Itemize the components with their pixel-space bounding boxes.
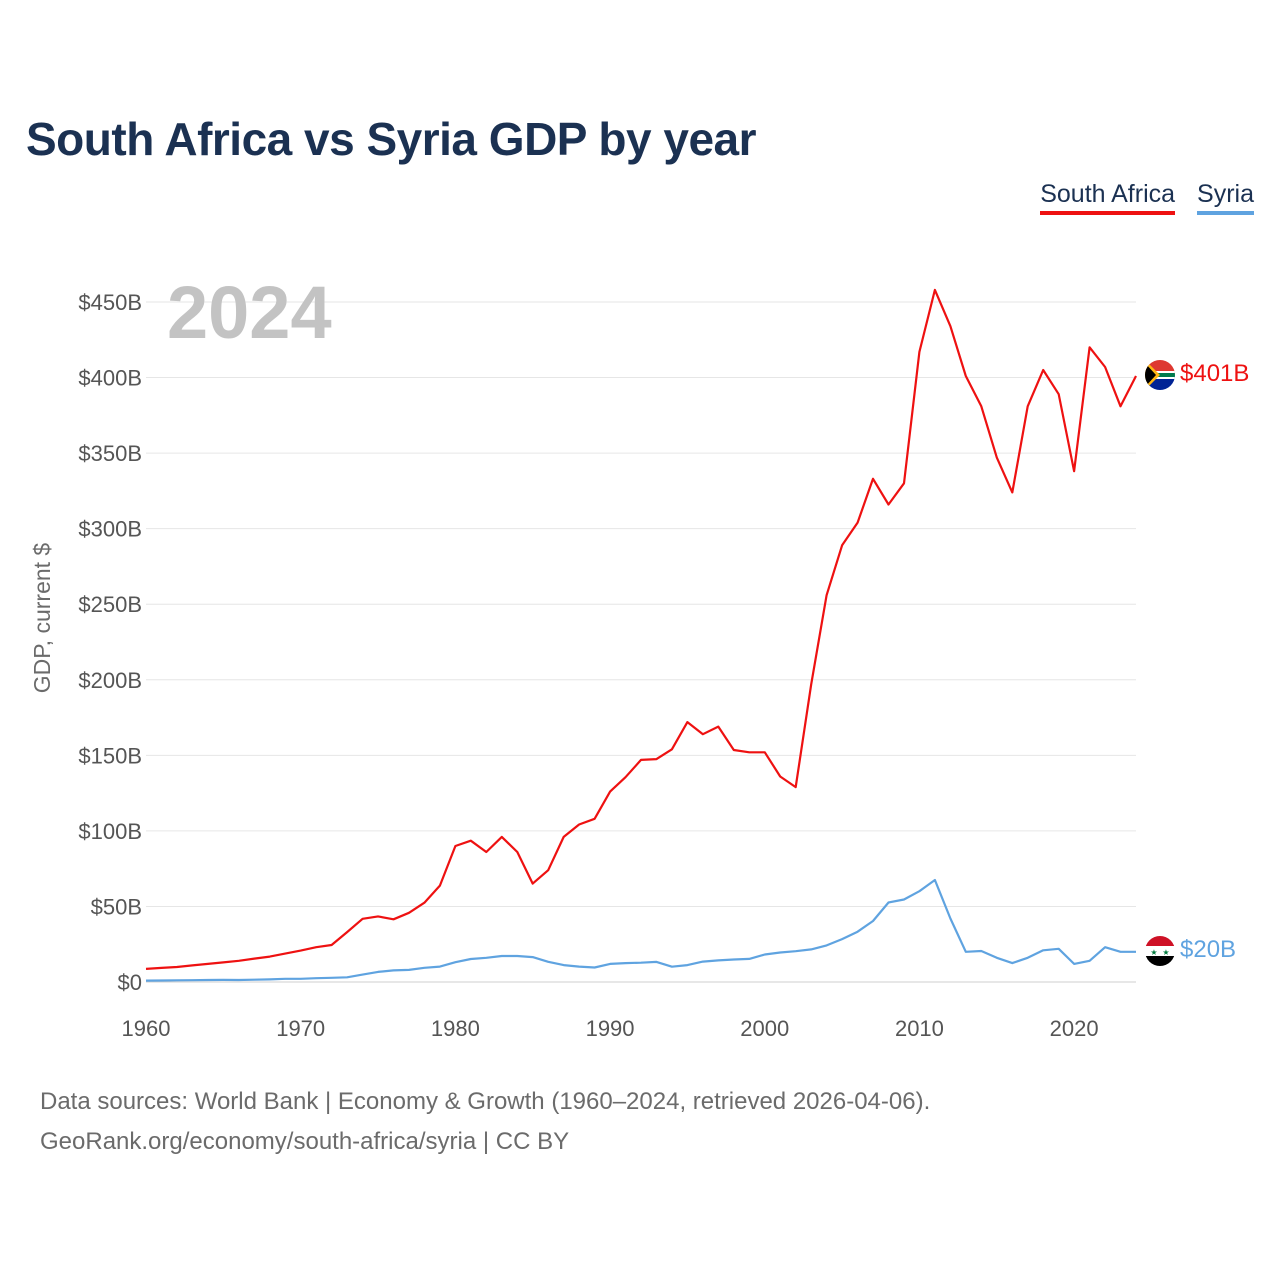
legend-item-syria[interactable]: Syria xyxy=(1197,180,1254,215)
x-tick-label: 1970 xyxy=(276,1016,325,1041)
x-tick-label: 1990 xyxy=(586,1016,635,1041)
syria-flag-icon: ★ ★ xyxy=(1145,936,1175,966)
source-line-1: Data sources: World Bank | Economy & Gro… xyxy=(40,1088,931,1115)
legend: South Africa Syria xyxy=(1040,180,1254,215)
syria-end-value: $20B xyxy=(1180,936,1236,963)
y-tick-label: $300B xyxy=(78,517,142,542)
south-africa-flag-icon xyxy=(1145,360,1175,390)
series-line-south-africa xyxy=(145,288,1137,970)
south-africa-end-value: $401B xyxy=(1180,360,1249,387)
svg-text:★: ★ xyxy=(1150,948,1157,957)
x-tick-label: 2000 xyxy=(740,1016,789,1041)
y-tick-label: $400B xyxy=(78,366,142,391)
y-tick-label: $250B xyxy=(78,592,142,617)
y-tick-label: $0 xyxy=(118,970,142,995)
y-tick-label: $200B xyxy=(78,668,142,693)
x-tick-label: 1980 xyxy=(431,1016,480,1041)
x-tick-label: 2020 xyxy=(1050,1016,1099,1041)
y-tick-label: $50B xyxy=(91,894,142,919)
x-tick-label: 1960 xyxy=(122,1016,171,1041)
y-tick-label: $350B xyxy=(78,441,142,466)
y-tick-label: $150B xyxy=(78,743,142,768)
y-tick-label: $450B xyxy=(78,290,142,315)
legend-item-south-africa[interactable]: South Africa xyxy=(1040,180,1176,215)
y-axis-label: GDP, current $ xyxy=(29,543,55,694)
series-line-syria xyxy=(145,878,1136,982)
year-watermark: 2024 xyxy=(167,271,332,354)
y-tick-label: $100B xyxy=(78,819,142,844)
chart-title: South Africa vs Syria GDP by year xyxy=(26,113,757,165)
source-note: Data sources: World Bank | Economy & Gro… xyxy=(40,1082,930,1162)
source-line-2: GeoRank.org/economy/south-africa/syria |… xyxy=(40,1128,570,1155)
svg-text:★: ★ xyxy=(1162,948,1169,957)
x-tick-label: 2010 xyxy=(895,1016,944,1041)
